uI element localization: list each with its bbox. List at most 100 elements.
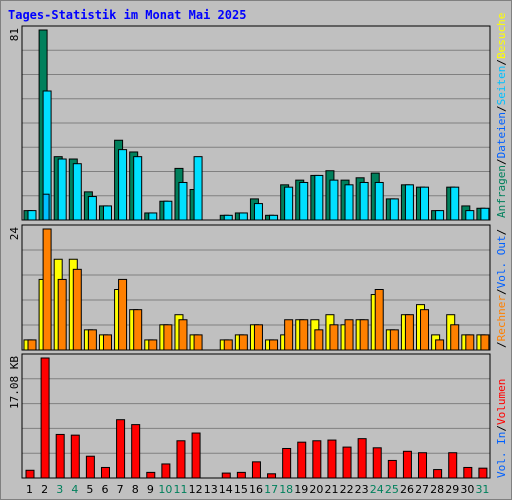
x-tick-label: 30 bbox=[460, 483, 474, 496]
bar-volumen bbox=[463, 466, 473, 479]
bar-dateien bbox=[102, 205, 112, 221]
bar-dateien bbox=[299, 181, 309, 221]
legend-label: Vol. In/Volumen bbox=[495, 379, 508, 478]
x-tick-label: 15 bbox=[234, 483, 248, 496]
bar-rechner bbox=[420, 309, 430, 351]
x-tick-label: 1 bbox=[26, 483, 33, 496]
x-tick-label: 28 bbox=[430, 483, 444, 496]
bar-rechner bbox=[178, 319, 188, 351]
x-tick-label: 17 bbox=[264, 483, 278, 496]
bar-volumen bbox=[372, 447, 382, 479]
bar-volumen bbox=[55, 433, 65, 479]
bar-volumen bbox=[146, 471, 156, 479]
bar-rechner bbox=[374, 289, 384, 351]
bar-dateien bbox=[163, 200, 173, 221]
bar-rechner bbox=[435, 339, 445, 351]
bar-dateien bbox=[374, 181, 384, 221]
x-tick-label: 20 bbox=[309, 483, 323, 496]
bar-rechner bbox=[450, 324, 460, 351]
bar-volumen bbox=[327, 439, 337, 479]
bar-seiten bbox=[42, 193, 50, 221]
bar-volumen bbox=[312, 440, 322, 479]
legend-entry: / bbox=[495, 341, 508, 348]
bar-rechner bbox=[404, 314, 414, 351]
bar-volumen bbox=[251, 461, 261, 479]
bar-dateien bbox=[27, 210, 37, 221]
bar-rechner bbox=[57, 278, 67, 351]
bar-dateien bbox=[284, 186, 294, 221]
x-tick-label: 23 bbox=[355, 483, 369, 496]
bar-rechner bbox=[284, 319, 294, 351]
legend-label: /Rechner/Vol. Out/ bbox=[495, 229, 508, 348]
x-tick-label: 7 bbox=[117, 483, 124, 496]
y-max-label: 17.08 KB bbox=[8, 356, 21, 409]
bar-rechner bbox=[238, 334, 248, 351]
bar-volumen bbox=[70, 434, 80, 479]
bar-volumen bbox=[100, 466, 110, 479]
bar-dateien bbox=[420, 186, 430, 221]
x-tick-label: 9 bbox=[147, 483, 154, 496]
bar-dateien bbox=[329, 179, 339, 221]
bar-rechner bbox=[269, 339, 279, 351]
bar-volumen bbox=[297, 441, 307, 479]
legend-entry: / bbox=[495, 105, 508, 112]
bar-dateien bbox=[57, 158, 67, 221]
bar-dateien bbox=[87, 196, 97, 221]
bar-dateien bbox=[133, 156, 143, 221]
x-tick-label: 12 bbox=[189, 483, 203, 496]
x-tick-label: 18 bbox=[279, 483, 293, 496]
x-tick-label: 8 bbox=[132, 483, 139, 496]
bar-volumen bbox=[116, 419, 126, 479]
bar-rechner bbox=[314, 329, 324, 351]
bar-dateien bbox=[435, 210, 445, 221]
x-tick-label: 22 bbox=[340, 483, 354, 496]
legend-entry: Rechner bbox=[495, 295, 508, 342]
legend-entry: Dateien bbox=[495, 112, 508, 158]
bar-dateien bbox=[359, 181, 369, 221]
bar-rechner bbox=[193, 334, 203, 351]
chart-title: Tages-Statistik im Monat Mai 2025 bbox=[8, 8, 247, 22]
x-tick-label: 16 bbox=[249, 483, 263, 496]
legend-entry: Vol. Out bbox=[495, 235, 508, 288]
bar-rechner bbox=[133, 309, 143, 351]
bar-dateien bbox=[450, 186, 460, 221]
bar-rechner bbox=[72, 268, 82, 351]
x-tick-label: 27 bbox=[415, 483, 429, 496]
legend-entry: Volumen bbox=[495, 379, 508, 425]
legend-entry: / bbox=[495, 59, 508, 66]
bar-volumen bbox=[282, 447, 292, 479]
bar-volumen bbox=[433, 469, 443, 479]
legend-entry: Besuche bbox=[495, 13, 508, 59]
x-tick-label: 29 bbox=[445, 483, 459, 496]
x-tick-label: 13 bbox=[204, 483, 218, 496]
bar-volumen bbox=[161, 463, 171, 479]
legend-entry: Anfragen bbox=[495, 165, 508, 218]
bar-rechner bbox=[27, 339, 37, 351]
bar-dateien bbox=[253, 203, 263, 221]
bar-rechner bbox=[389, 329, 399, 351]
x-tick-label: 11 bbox=[174, 483, 188, 496]
bar-volumen bbox=[418, 452, 428, 479]
bar-dateien bbox=[314, 174, 324, 221]
bar-dateien bbox=[118, 149, 128, 221]
bar-dateien bbox=[148, 212, 158, 221]
x-tick-label: 5 bbox=[86, 483, 93, 496]
bar-rechner bbox=[299, 319, 309, 351]
bar-dateien bbox=[465, 210, 475, 221]
y-max-label: 24 bbox=[8, 227, 21, 241]
bar-volumen bbox=[402, 450, 412, 479]
bar-dateien bbox=[480, 207, 490, 221]
x-tick-label: 3 bbox=[56, 483, 63, 496]
bar-volumen bbox=[387, 459, 397, 479]
bar-dateien bbox=[238, 212, 248, 221]
bar-rechner bbox=[163, 324, 173, 351]
bar-volumen bbox=[191, 432, 201, 479]
x-tick-label: 19 bbox=[294, 483, 308, 496]
x-tick-label: 10 bbox=[158, 483, 172, 496]
bar-rechner bbox=[465, 334, 475, 351]
bar-rechner bbox=[87, 329, 97, 351]
bar-dateien bbox=[389, 198, 399, 221]
x-tick-label: 14 bbox=[219, 483, 233, 496]
bar-volumen bbox=[357, 438, 367, 479]
